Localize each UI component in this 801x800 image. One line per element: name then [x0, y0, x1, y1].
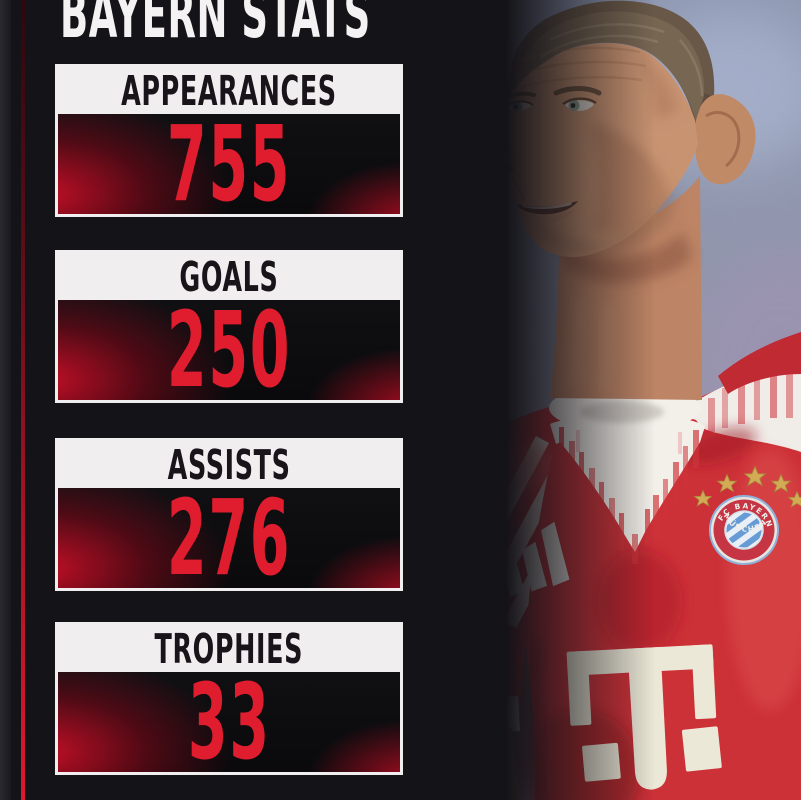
stat-label: ASSISTS — [167, 440, 291, 489]
stat-box-goals: GOALS 250 — [55, 250, 403, 411]
stat-value: 755 — [166, 103, 292, 225]
stat-box-trophies: TROPHIES 33 — [55, 622, 403, 783]
crest-lozenge-pattern — [726, 512, 762, 548]
bundesliga-patch-icon — [434, 559, 478, 617]
chest-glitch-streaks — [559, 427, 699, 564]
chest-white-v-panel — [550, 415, 705, 552]
eyes — [505, 97, 597, 112]
telekom-logo — [566, 644, 722, 790]
adidas-logo — [503, 521, 570, 597]
stat-label-band: APPEARANCES — [58, 66, 400, 115]
fifa-mark: FIFA — [449, 650, 462, 657]
left-edge-strip — [0, 0, 11, 800]
stat-value: 250 — [166, 289, 292, 411]
collar-back-fold — [718, 332, 801, 394]
stat-label: GOALS — [179, 252, 279, 301]
mouth — [517, 201, 578, 224]
player-head — [490, 0, 756, 258]
sleeve-patch: FOOTBALL UNITED FIFA — [419, 617, 473, 665]
stat-label-band: TROPHIES — [58, 624, 400, 673]
stat-label: APPEARANCES — [121, 66, 337, 115]
stat-value: 33 — [187, 661, 271, 783]
stat-value: 276 — [166, 477, 292, 599]
forearm — [446, 728, 518, 800]
page-title: BAYERN STATS — [60, 0, 615, 53]
stat-box-appearances: APPEARANCES 755 — [55, 64, 403, 225]
bayern-crest: FC BAYERN MÜNCHEN — [709, 495, 779, 565]
stat-value-band: 250 — [58, 289, 400, 411]
stat-box-assists: ASSISTS 276 — [55, 438, 403, 599]
stat-label: TROPHIES — [154, 624, 304, 673]
stat-value-band: 755 — [58, 103, 400, 225]
page-title-text: BAYERN STATS — [60, 0, 371, 53]
right-shoulder-glitch-streaks — [708, 360, 793, 432]
red-accent-line — [21, 0, 25, 800]
stat-value-band: 276 — [58, 477, 400, 599]
player-neck — [550, 176, 702, 400]
sleeve-patch-text: FOOTBALL UNITED — [420, 625, 469, 637]
jersey-collar-front — [550, 401, 705, 564]
ear — [694, 94, 756, 185]
stat-label-band: ASSISTS — [58, 440, 400, 489]
stat-label-band: GOALS — [58, 252, 400, 301]
bayern-jersey: FOOTBALL UNITED FIFA — [402, 332, 801, 800]
stat-value-band: 33 — [58, 661, 400, 783]
stats-list: APPEARANCES 755 GOALS 250 ASSISTS 276 — [55, 0, 403, 800]
